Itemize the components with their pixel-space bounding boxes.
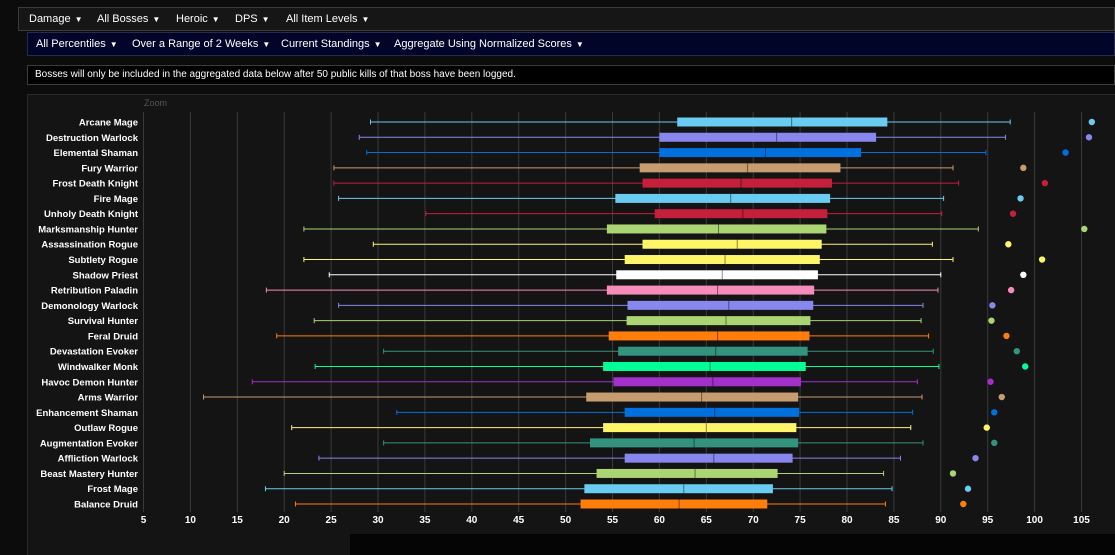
chart-panel [27, 94, 1115, 555]
filter-menu-primary-label: Heroic [176, 13, 208, 25]
filter-menu-primary-label: All Item Levels [286, 13, 358, 25]
filter-menu-primary-2[interactable]: Heroic ▼ [176, 8, 220, 30]
filter-menu-secondary-2[interactable]: Current Standings ▼ [281, 33, 382, 55]
notice-text: Bosses will only be included in the aggr… [35, 69, 516, 80]
filter-menu-primary-label: DPS [235, 13, 258, 25]
caret-down-icon: ▼ [373, 40, 382, 49]
filter-menu-primary-3[interactable]: DPS ▼ [235, 8, 270, 30]
notice-banner: Bosses will only be included in the aggr… [27, 65, 1115, 85]
filter-menu-secondary-label: Current Standings [281, 38, 370, 50]
caret-down-icon: ▼ [74, 15, 83, 24]
caret-down-icon: ▼ [152, 15, 161, 24]
filter-menu-secondary-0[interactable]: All Percentiles ▼ [36, 33, 118, 55]
filter-menu-secondary-3[interactable]: Aggregate Using Normalized Scores ▼ [394, 33, 584, 55]
zoom-label[interactable]: Zoom [144, 98, 168, 108]
caret-down-icon: ▼ [361, 15, 370, 24]
filter-menu-secondary-label: Over a Range of 2 Weeks [132, 38, 259, 50]
caret-down-icon: ▼ [575, 40, 584, 49]
filter-menu-secondary-label: All Percentiles [36, 38, 106, 50]
filter-bar-primary: Damage ▼ All Bosses ▼ Heroic ▼ DPS ▼ All Item Le… [18, 7, 1115, 31]
filter-menu-primary-4[interactable]: All Item Levels ▼ [286, 8, 369, 30]
caret-down-icon: ▼ [109, 40, 118, 49]
filter-menu-primary-0[interactable]: Damage ▼ [29, 8, 83, 30]
footer-strip [350, 534, 1115, 555]
filter-menu-primary-label: Damage [29, 13, 71, 25]
caret-down-icon: ▼ [262, 40, 271, 49]
filter-bar-secondary: All Percentiles ▼ Over a Range of 2 Weeks ▼… [27, 32, 1115, 56]
filter-menu-primary-1[interactable]: All Bosses ▼ [97, 8, 160, 30]
caret-down-icon: ▼ [211, 15, 220, 24]
filter-menu-secondary-label: Aggregate Using Normalized Scores [394, 38, 572, 50]
filter-menu-primary-label: All Bosses [97, 13, 149, 25]
filter-menu-secondary-1[interactable]: Over a Range of 2 Weeks ▼ [132, 33, 270, 55]
caret-down-icon: ▼ [261, 15, 270, 24]
